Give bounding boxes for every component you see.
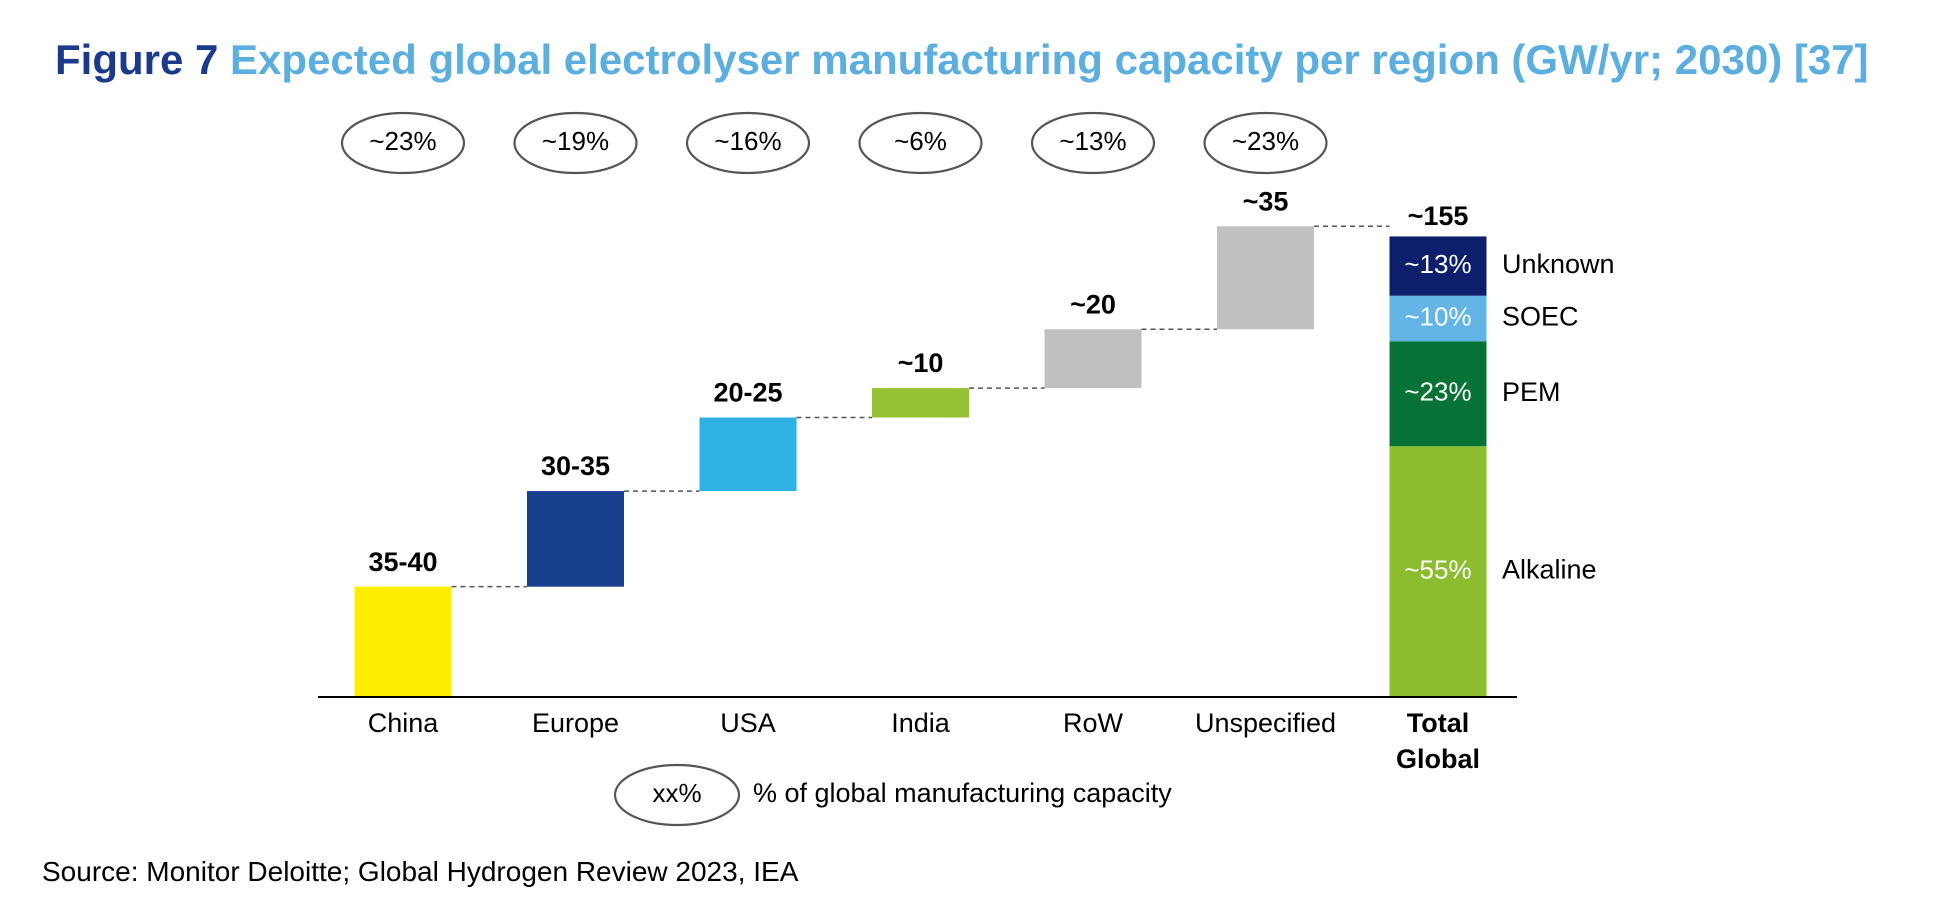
share-label: ~13%: [1059, 126, 1126, 156]
total-segment-share-label: ~13%: [1404, 249, 1471, 279]
share-label: ~23%: [369, 126, 436, 156]
total-category-label-line2: Global: [1396, 744, 1480, 774]
figure-title: Figure 7 Expected global electrolyser ma…: [55, 36, 1869, 84]
bar-value-label: ~10: [898, 348, 944, 378]
share-label: ~23%: [1232, 126, 1299, 156]
share-ellipse: [1030, 111, 1156, 175]
segment-legend-pem: PEM: [1502, 377, 1561, 407]
bar-europe: [527, 491, 624, 587]
share-ellipse: [340, 111, 466, 175]
total-segment-pem: [1389, 341, 1487, 447]
legend-text: % of global manufacturing capacity: [753, 778, 1172, 808]
category-label-china: China: [368, 708, 440, 738]
bar-value-label: ~20: [1070, 289, 1116, 319]
figure-number: Figure 7: [55, 36, 219, 83]
figure-title-text: Expected global electrolyser manufacturi…: [230, 36, 1869, 83]
share-label: ~6%: [894, 126, 947, 156]
bar-india: [872, 388, 969, 418]
segment-legend-alkaline: Alkaline: [1502, 555, 1597, 585]
bar-value-label: 20-25: [713, 378, 782, 408]
legend-symbol: xx%: [652, 778, 701, 808]
source-note: Source: Monitor Deloitte; Global Hydroge…: [42, 856, 799, 887]
category-label-india: India: [891, 708, 951, 738]
total-segment-soec: [1389, 295, 1487, 342]
share-ellipse: [513, 111, 638, 175]
bar-value-label: 35-40: [368, 547, 437, 577]
total-segment-alkaline: [1389, 446, 1487, 697]
share-label: ~19%: [542, 126, 609, 156]
total-category-label-line1: Total: [1407, 708, 1470, 738]
total-segment-share-label: ~10%: [1404, 301, 1471, 331]
total-value-label: ~155: [1408, 201, 1469, 231]
bar-unspecified: [1217, 226, 1314, 330]
segment-legend-soec: SOEC: [1502, 302, 1579, 332]
bar-value-label: ~35: [1243, 186, 1289, 216]
bar-china: [354, 586, 452, 697]
total-segment-share-label: ~23%: [1404, 377, 1471, 407]
total-segment-unknown: [1389, 236, 1487, 296]
bar-row: [1044, 329, 1142, 389]
category-label-row: RoW: [1063, 708, 1124, 738]
bar-value-label: 30-35: [541, 451, 610, 481]
legend-ellipse: [613, 763, 741, 827]
share-ellipse: [685, 111, 811, 175]
segment-legend-unknown: Unknown: [1502, 249, 1615, 279]
category-label-usa: USA: [720, 708, 776, 738]
total-segment-share-label: ~55%: [1404, 554, 1471, 584]
category-label-unspecified: Unspecified: [1195, 708, 1336, 738]
category-label-europe: Europe: [532, 708, 619, 738]
share-ellipse: [858, 111, 983, 175]
share-label: ~16%: [714, 126, 781, 156]
bar-usa: [699, 417, 797, 492]
share-ellipse: [1203, 111, 1328, 175]
